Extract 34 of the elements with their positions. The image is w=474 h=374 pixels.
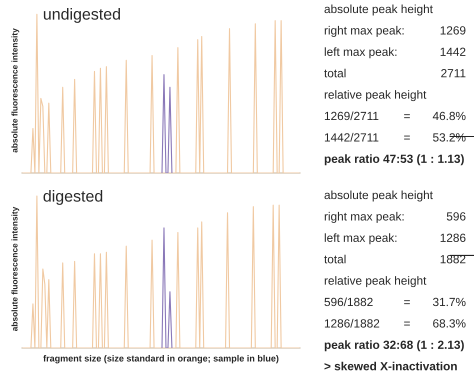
text: left max peak: [324,47,396,58]
text: = [404,136,410,140]
text: 1269 [440,26,466,35]
text: 1286/1882 [324,318,380,328]
text: peak ratio 47:53 (1 : 1.13) [324,154,464,166]
text: = [404,300,410,304]
text: > skewed X-inactivation [324,362,457,370]
text: 1442 [440,48,466,56]
text: total [324,254,346,264]
text: left max peak: [324,233,396,244]
text: 596/1882 [324,297,373,306]
text: right max peak: [324,212,404,223]
text: 596 [446,212,466,221]
x-axis-title: fragment size (size standard in orange; sample in blue) [43,354,278,364]
text: 68.3% [433,319,466,328]
text: 46.8% [432,112,466,120]
y-axis-title: absolute fluorescence intensity [11,28,20,153]
text: total [324,68,346,78]
text: right max peak: [324,26,404,37]
y-axis-title: absolute fluorescence intensity [11,206,20,332]
text: = [404,114,410,118]
text: 31.7% [432,298,466,306]
text: absolute peak height [324,4,433,16]
chart-title: digested [44,190,102,205]
text: = [404,322,410,326]
text: 1442/2711 [324,132,378,142]
text: peak ratio 32:68 (1 : 2.13) [324,340,464,352]
text: absolute peak height [324,190,433,202]
text: 1269/2711 [324,112,378,120]
text: 2711 [441,69,466,78]
text: 1286 [440,234,466,242]
chart-title: undigested [44,8,120,23]
text: relative peak height [324,276,426,288]
text: relative peak height [324,90,426,102]
